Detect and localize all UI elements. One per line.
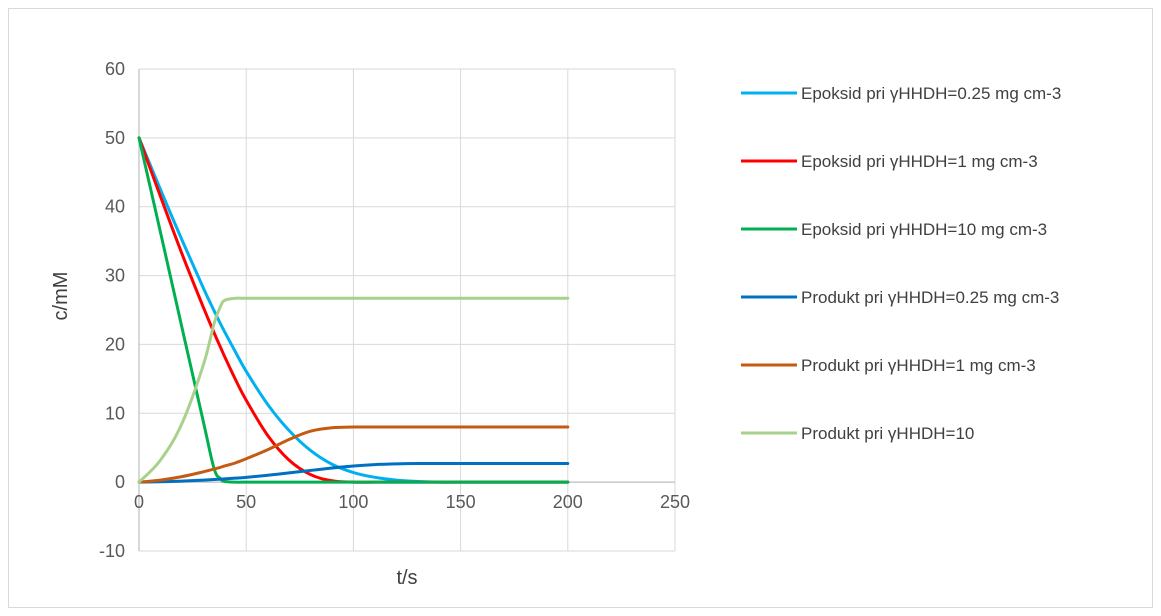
legend-item: Produkt pri γHHDH=10 xyxy=(741,424,974,443)
gridlines xyxy=(138,68,676,552)
legend-item: Epoksid pri γHHDH=10 mg cm-3 xyxy=(741,220,1047,239)
series-lines xyxy=(137,136,570,484)
y-tick-label: 60 xyxy=(105,59,125,79)
x-tick-label: 200 xyxy=(553,492,583,512)
y-tick-label: 50 xyxy=(105,128,125,148)
legend-label: Produkt pri γHHDH=1 mg cm-3 xyxy=(801,356,1036,375)
y-tick-label: 10 xyxy=(105,403,125,423)
legend-item: Produkt pri γHHDH=0.25 mg cm-3 xyxy=(741,288,1059,307)
x-tick-label: 50 xyxy=(236,492,256,512)
legend-item: Epoksid pri γHHDH=1 mg cm-3 xyxy=(741,152,1038,171)
legend-label: Epoksid pri γHHDH=0.25 mg cm-3 xyxy=(801,84,1061,103)
legend-label: Epoksid pri γHHDH=1 mg cm-3 xyxy=(801,152,1038,171)
legend: Epoksid pri γHHDH=0.25 mg cm-3 Epoksid pr… xyxy=(741,84,1061,443)
x-tick-label: 0 xyxy=(134,492,144,512)
series-line-4 xyxy=(137,462,570,484)
x-tick-label: 150 xyxy=(446,492,476,512)
y-axis-title: c/mM xyxy=(50,272,72,321)
series-line-6 xyxy=(137,296,570,484)
y-tick-label: 20 xyxy=(105,334,125,354)
legend-label: Epoksid pri γHHDH=10 mg cm-3 xyxy=(801,220,1047,239)
x-tick-label: 250 xyxy=(660,492,690,512)
y-tick-label: -10 xyxy=(99,541,125,561)
chart-area: -10 0 10 20 30 40 50 60 0 50 100 150 200 250 c/mM t/s… xyxy=(8,8,1153,608)
legend-label: Produkt pri γHHDH=0.25 mg cm-3 xyxy=(801,288,1059,307)
x-tick-label: 100 xyxy=(338,492,368,512)
legend-item: Epoksid pri γHHDH=0.25 mg cm-3 xyxy=(741,84,1061,103)
x-axis-title: t/s xyxy=(396,567,417,589)
y-tick-label: 0 xyxy=(115,472,125,492)
series-line-5 xyxy=(137,425,570,484)
series-line-3 xyxy=(137,136,570,484)
y-tick-label: 40 xyxy=(105,197,125,217)
y-tick-label: 30 xyxy=(105,266,125,286)
line-chart: -10 0 10 20 30 40 50 60 0 50 100 150 200 250 c/mM t/s… xyxy=(50,59,1061,589)
legend-item: Produkt pri γHHDH=1 mg cm-3 xyxy=(741,356,1036,375)
legend-label: Produkt pri γHHDH=10 xyxy=(801,424,974,443)
tick-labels: -10 0 10 20 30 40 50 60 0 50 100 150 200 250 xyxy=(99,59,690,561)
